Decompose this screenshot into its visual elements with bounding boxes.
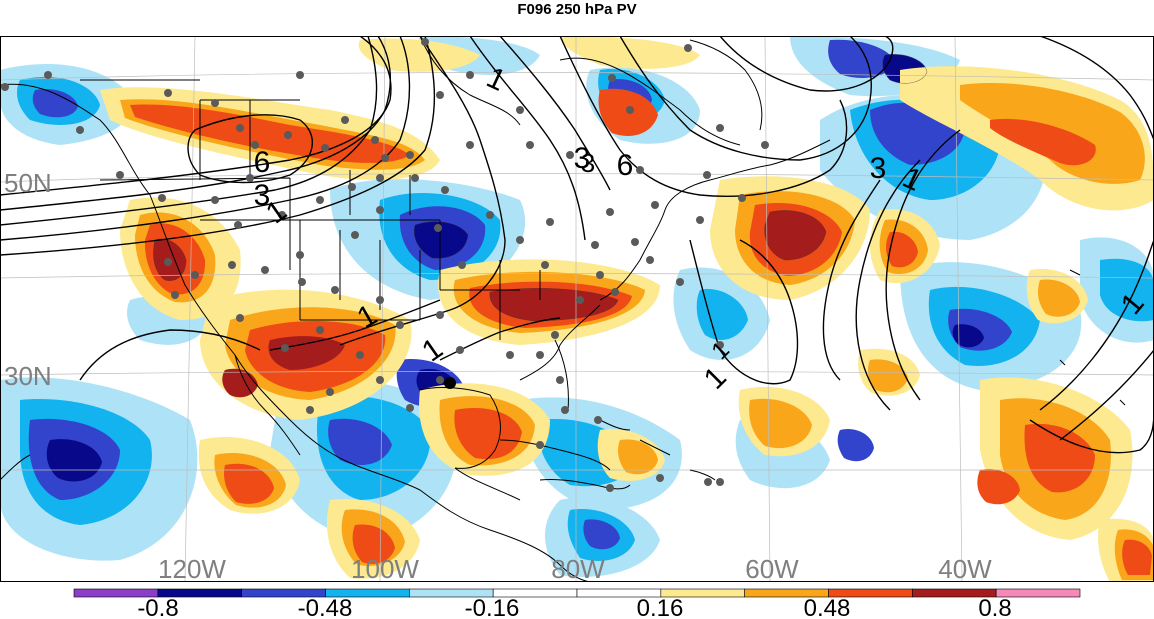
colorbar-tick-label: 0.48 — [804, 595, 851, 619]
colorbar-tick-label: -0.48 — [298, 595, 353, 619]
coastlines-and-borders — [0, 36, 1126, 582]
colorbar-tick-label: 0.8 — [978, 595, 1011, 619]
longitude-labels: 120W 100W 80W 60W 40W — [158, 554, 992, 584]
lon-label-120w: 120W — [158, 554, 226, 584]
latitude-labels: 50N 30N — [4, 168, 52, 391]
contour-label: 6 — [617, 149, 634, 182]
map-title: F096 250 hPa PV — [517, 1, 637, 18]
contour-label: 3 — [254, 179, 271, 212]
lon-label-40w: 40W — [938, 554, 992, 584]
colorbar — [73, 588, 1081, 598]
colorbar-swatch — [995, 588, 1081, 598]
colorbar-tick-label: 0.16 — [637, 595, 684, 619]
observation-sites — [1, 38, 769, 492]
lat-label-50n: 50N — [4, 168, 52, 198]
streamfunction-contours — [0, 36, 1154, 454]
lon-label-60w: 60W — [745, 554, 799, 584]
contour-label: 6 — [254, 146, 271, 179]
contour-label: 3 — [574, 142, 591, 175]
colorbar-tick-label: -0.16 — [465, 595, 520, 619]
contour-label: 3 — [870, 152, 887, 185]
contour-label: 3 — [581, 148, 595, 178]
colorbar-tick-label: -0.8 — [137, 595, 178, 619]
lon-label-100w: 100W — [351, 554, 419, 584]
lon-label-80w: 80W — [551, 554, 605, 584]
colorbar-labels: -0.8 -0.48 -0.16 0.16 0.48 0.8 — [137, 595, 1011, 619]
lat-label-30n: 30N — [4, 361, 52, 391]
